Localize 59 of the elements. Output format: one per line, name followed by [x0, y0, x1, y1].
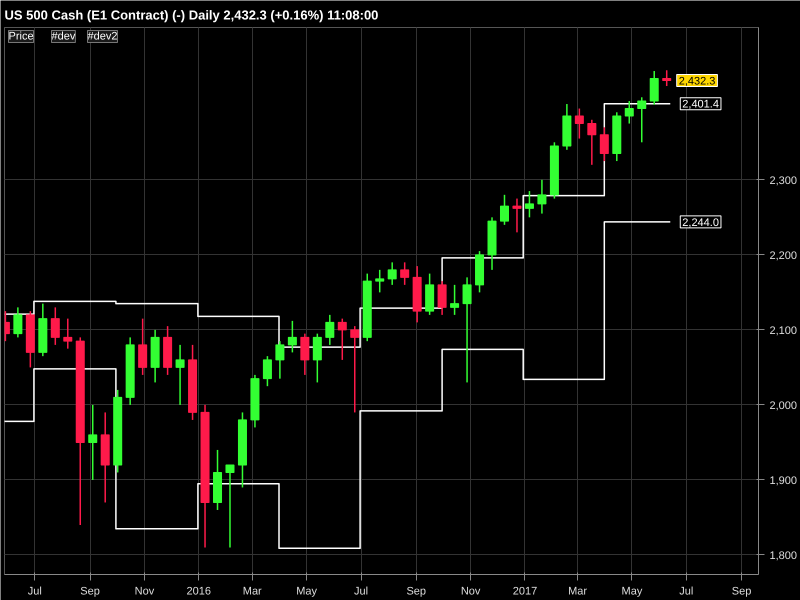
x-tick-label: Sep — [80, 586, 100, 598]
candlestick — [63, 318, 72, 350]
candlestick — [275, 340, 284, 380]
candlestick — [262, 355, 272, 387]
candlestick — [574, 108, 584, 140]
candlestick — [500, 194, 510, 226]
x-tick-label: Jul — [28, 586, 42, 598]
candlestick — [388, 262, 397, 286]
candlestick — [138, 318, 148, 376]
y-tick-label: 2,100 — [770, 324, 798, 337]
candlestick — [312, 332, 322, 384]
candlestick — [587, 119, 596, 166]
candlestick — [300, 332, 310, 376]
x-tick-label: Jul — [354, 586, 368, 598]
candlestick — [624, 100, 634, 124]
y-tick-label: 1,800 — [770, 550, 798, 562]
candlestick — [662, 70, 672, 87]
candlestick — [50, 306, 60, 346]
y-tick-label: 1,900 — [770, 474, 798, 487]
x-tick-label: Nov — [134, 586, 155, 598]
x-tick-label: Sep — [732, 586, 752, 598]
candlestick — [438, 280, 447, 316]
candlestick — [537, 179, 546, 214]
candlestick — [13, 306, 22, 338]
candlestick — [338, 318, 347, 361]
candlestick — [325, 314, 334, 346]
candlestick — [350, 325, 360, 414]
x-tick-label: Nov — [460, 586, 481, 598]
candlestick — [288, 320, 297, 354]
x-tick-label: Sep — [406, 586, 426, 598]
candlestick — [450, 284, 460, 316]
annotation: 2,244.0 — [682, 216, 719, 229]
x-tick-label: May — [296, 586, 318, 598]
annotation: #dev2 — [88, 30, 118, 42]
y-tick-label: 2,000 — [770, 400, 798, 412]
candlestick — [225, 464, 234, 548]
x-tick-label: Mar — [568, 586, 588, 598]
candlestick — [375, 269, 384, 294]
annotation: #dev — [52, 30, 76, 42]
chart-title: US 500 Cash (E1 Contract) (-) Daily 2,432.3 (+0.16%) 11:08:00 — [4, 8, 378, 22]
candlestick — [88, 404, 98, 481]
annotation: 2,432.3 — [678, 76, 716, 88]
candlestick — [600, 126, 609, 162]
candlestick — [524, 190, 534, 218]
x-tick-label: 2017 — [512, 586, 538, 598]
candlestick — [462, 276, 472, 384]
x-tick-label: Jul — [679, 586, 694, 598]
x-tick-label: May — [622, 586, 643, 598]
x-tick-label: Mar — [242, 586, 262, 598]
y-tick-label: 2,300 — [770, 174, 798, 187]
candlestick — [400, 262, 410, 286]
candlestick — [650, 70, 659, 106]
x-tick-label: 2016 — [186, 586, 212, 598]
candlestick — [512, 198, 522, 234]
annotation: Price — [8, 30, 34, 42]
candlestick — [176, 344, 185, 406]
annotation: 2,401.4 — [682, 98, 719, 111]
candlestick — [637, 96, 646, 144]
y-tick-label: 2,200 — [770, 250, 798, 262]
